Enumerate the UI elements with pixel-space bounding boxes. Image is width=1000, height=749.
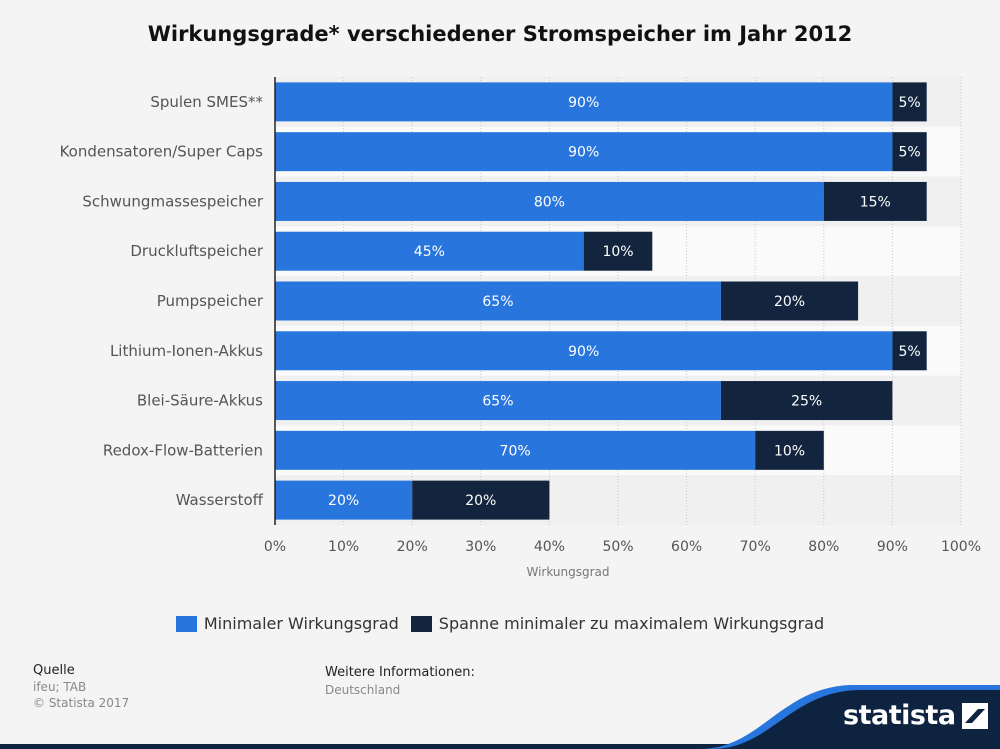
category-label: Schwungmassespeicher [82,192,263,210]
legend-label-min: Minimaler Wirkungsgrad [203,614,399,633]
category-label: Lithium-Ionen-Akkus [110,342,263,360]
bar-label-span: 10% [602,244,633,260]
bar-label-span: 5% [898,344,920,360]
bar-label-span: 5% [898,95,920,111]
statista-logo[interactable]: statista [843,700,988,731]
source-block: Quelle ifeu; TAB © Statista 2017 [33,663,129,710]
x-tick-label: 0% [264,539,286,555]
legend-swatch-span [410,615,432,632]
info-block: Weitere Informationen: Deutschland [325,665,475,697]
bar-min[interactable] [275,281,721,321]
category-label: Spulen SMES** [150,93,263,111]
x-tick-label: 50% [602,539,633,555]
bar-label-span: 20% [774,294,805,310]
bar-span[interactable] [892,132,927,172]
bar-min[interactable] [275,181,824,221]
bar-min[interactable] [275,82,893,122]
x-tick-label: 60% [671,539,702,555]
copyright-line: © Statista 2017 [33,696,130,710]
bar-span[interactable] [720,381,893,421]
bar-min[interactable] [275,231,584,271]
category-label: Kondensatoren/Super Caps [60,143,264,161]
chart-title: Wirkungsgrade* verschiedener Stromspeich… [147,22,853,46]
bar-label-min: 90% [568,344,599,360]
x-tick-label: 90% [877,539,908,555]
bar-label-span: 20% [465,493,496,509]
bar-label-min: 80% [534,194,565,210]
bar-min[interactable] [275,381,721,421]
category-label: Druckluftspeicher [130,242,263,260]
x-axis-title: Wirkungsgrad [526,565,609,579]
legend-item-min[interactable]: Minimaler Wirkungsgrad [175,614,399,633]
category-label: Pumpspeicher [157,292,264,310]
source-line: ifeu; TAB [33,680,87,694]
x-tick-label: 70% [740,539,771,555]
bar-span[interactable] [823,181,927,221]
bar-min[interactable] [275,480,413,520]
bar-span[interactable] [583,231,653,271]
statista-logo-icon [961,702,988,729]
category-label: Redox-Flow-Batterien [103,441,263,459]
category-label: Blei-Säure-Akkus [137,392,263,410]
x-tick-label: 20% [397,539,428,555]
bar-label-span: 15% [860,194,891,210]
bar-label-span: 25% [791,394,822,410]
legend-swatch-min [175,615,197,632]
category-label: Wasserstoff [176,491,264,509]
bar-span[interactable] [720,281,859,321]
info-title[interactable]: Weitere Informationen: [325,665,475,680]
bar-label-span: 5% [898,145,920,161]
bar-span[interactable] [412,480,550,520]
x-tick-label: 10% [328,539,359,555]
bar-span[interactable] [755,430,824,470]
x-tick-label: 30% [465,539,496,555]
bar-span[interactable] [892,331,927,371]
bar-min[interactable] [275,430,756,470]
legend-label-span: Spanne minimaler zu maximalem Wirkungsgr… [438,614,825,633]
x-tick-label: 80% [808,539,839,555]
x-tick-label: 40% [534,539,565,555]
bar-min[interactable] [275,331,893,371]
bar-min[interactable] [275,132,893,172]
bar-label-span: 10% [774,443,805,459]
legend-item-span[interactable]: Spanne minimaler zu maximalem Wirkungsgr… [410,614,825,633]
source-title: Quelle [33,663,75,678]
bar-label-min: 65% [482,294,513,310]
bar-label-min: 90% [568,95,599,111]
bar-label-min: 45% [414,244,445,260]
x-tick-label: 100% [941,539,981,555]
bar-chart: 0% 10% 20% 30% 40% 50% 60% 70% 80% 90% 100% 90% 5% Sp… [60,77,981,579]
brand-name: statista [843,700,956,731]
bar-label-min: 20% [328,493,359,509]
bar-label-min: 70% [500,443,531,459]
bar-span[interactable] [892,82,927,122]
bar-label-min: 65% [482,394,513,410]
bar-label-min: 90% [568,145,599,161]
info-value: Deutschland [325,683,401,697]
legend: Minimaler Wirkungsgrad Spanne minimaler … [0,614,1000,633]
